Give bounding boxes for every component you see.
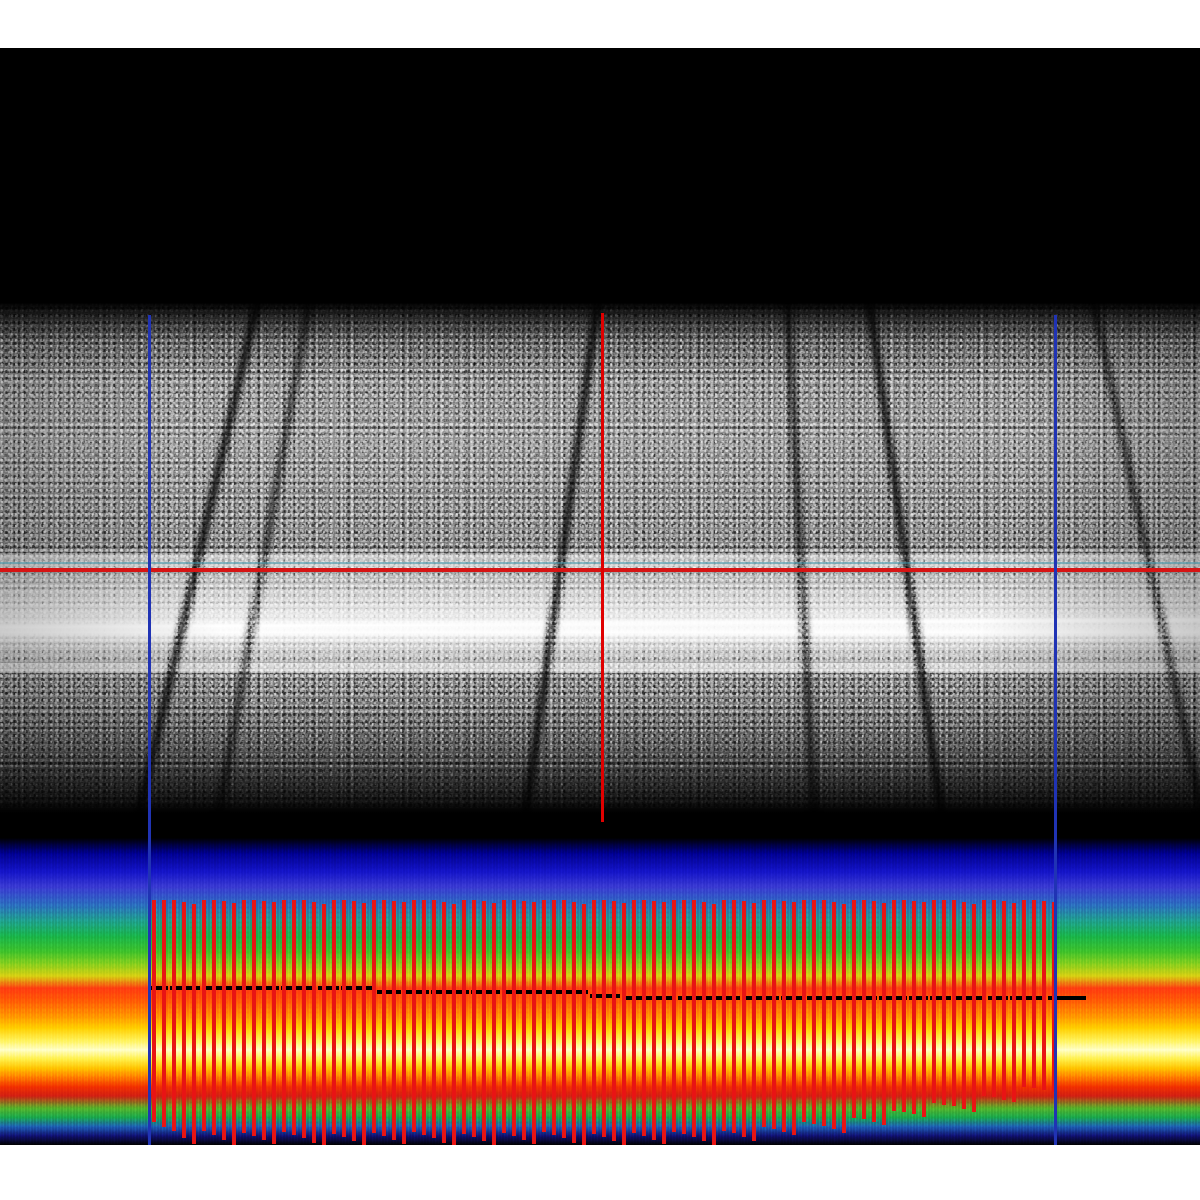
thickness-map-panel[interactable]: [0, 838, 1200, 1145]
bottom-matte: [0, 1145, 1200, 1200]
image-canvas[interactable]: [0, 48, 1200, 1145]
top-matte: [0, 0, 1200, 48]
bscan-panel[interactable]: [0, 48, 1200, 823]
retina-bright-band: [0, 553, 1200, 673]
retina-upper-band: [0, 303, 1200, 568]
choroid-band: [0, 663, 1200, 813]
jet-colormap-band: [0, 838, 1200, 1145]
bscan-tissue-layers: [0, 243, 1200, 823]
